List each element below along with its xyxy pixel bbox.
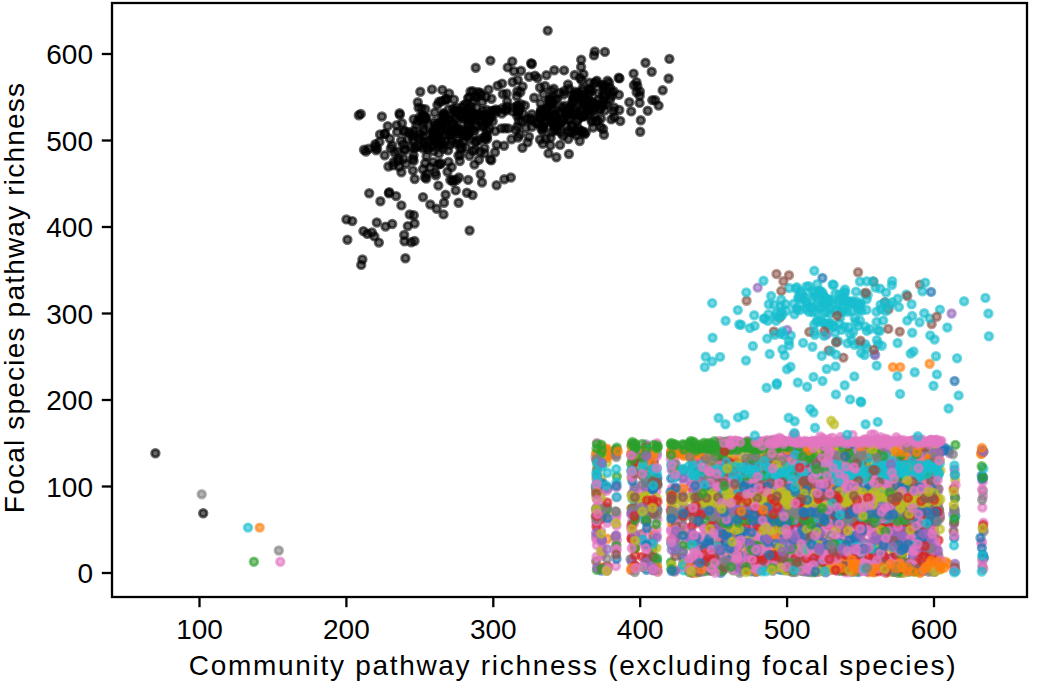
svg-text:600: 600 [46, 39, 93, 70]
svg-text:500: 500 [764, 614, 811, 645]
svg-text:600: 600 [911, 614, 958, 645]
svg-text:300: 300 [46, 299, 93, 330]
svg-text:500: 500 [46, 126, 93, 157]
svg-text:200: 200 [323, 614, 370, 645]
svg-text:400: 400 [617, 614, 664, 645]
svg-text:0: 0 [77, 558, 93, 589]
svg-text:300: 300 [470, 614, 517, 645]
svg-text:Community pathway richness (ex: Community pathway richness (excluding fo… [189, 650, 957, 681]
svg-text:Focal species pathway richness: Focal species pathway richness [0, 82, 30, 513]
svg-text:200: 200 [46, 385, 93, 416]
svg-text:100: 100 [176, 614, 223, 645]
svg-text:100: 100 [46, 472, 93, 503]
svg-text:400: 400 [46, 212, 93, 243]
